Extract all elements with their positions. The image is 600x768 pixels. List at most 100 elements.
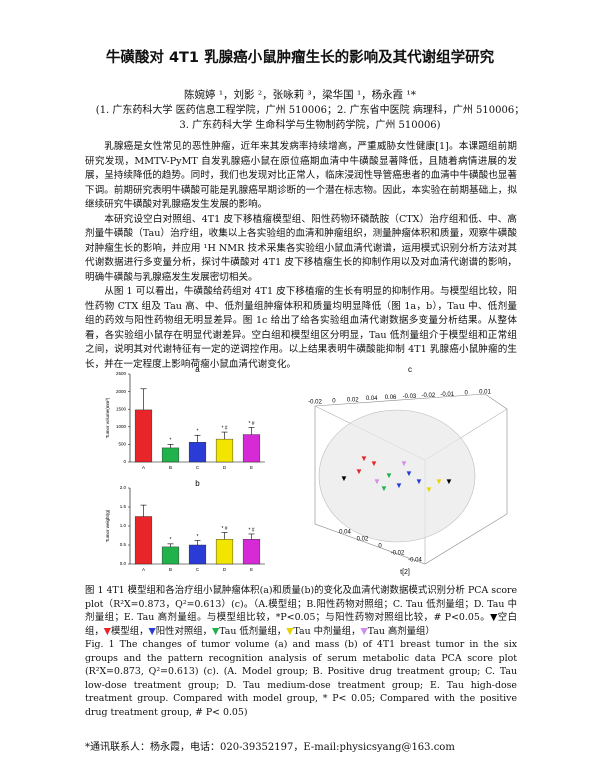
- y-tick-label: 0.5: [120, 542, 127, 547]
- y-tick-label: 1.0: [120, 523, 127, 528]
- axis-tick-label: 0.01: [479, 390, 491, 396]
- legend-symbol: ▼: [212, 625, 220, 637]
- legend-label: 阳性对照组: [155, 625, 203, 637]
- y-tick-label: 1000: [116, 424, 127, 429]
- axis-tick-label: 0.02: [357, 537, 369, 543]
- caption: 图 1 4T1 模型组和各治疗组小鼠肿瘤体积(a)和质量(b)的变化及血清代谢数…: [85, 584, 517, 719]
- axis-tick-label: 0.06: [385, 395, 397, 401]
- x-tick-label: B: [169, 567, 172, 572]
- significance-label: * #: [221, 526, 227, 532]
- paragraph: 本研究设空白对照组、4T1 皮下移植瘤模型组、阳性药物环磷酰胺（CTX）治疗组和…: [85, 213, 517, 283]
- y-tick-label: 1500: [116, 406, 127, 411]
- axis-tick-label: 0.04: [339, 530, 351, 536]
- legend: ▼空白组，▼模型组，▼阳性对照组，▼Tau 低剂量组，▼Tau 中剂量组，▼Ta…: [85, 612, 517, 637]
- legend-symbol: ▼: [286, 625, 294, 637]
- legend-label: Tau 低剂量组: [219, 625, 277, 637]
- legend-symbol: ▼: [103, 625, 111, 637]
- bar: [161, 447, 180, 463]
- bar: [134, 516, 153, 565]
- y-tick-label: 0: [123, 459, 126, 464]
- x-tick-label: C: [196, 465, 200, 470]
- title: 牛磺酸对 4T1 乳腺癌小鼠肿瘤生长的影响及其代谢组学研究: [105, 50, 495, 66]
- y-tick-label: 2500: [116, 371, 127, 376]
- significance-label: *: [170, 537, 172, 543]
- x-tick-label: E: [250, 567, 253, 572]
- svg-text:▼: ▼: [340, 474, 348, 483]
- svg-text:▼: ▼: [425, 485, 433, 494]
- caption-cn: 图 1 4T1 模型组和各治疗组小鼠肿瘤体积(a)和质量(b)的变化及血清代谢数…: [85, 584, 517, 638]
- svg-text:▼: ▼: [373, 477, 381, 486]
- caption-text: ）: [425, 625, 435, 637]
- legend-label: Tau 中剂量组: [293, 625, 352, 637]
- significance-label: *: [197, 429, 199, 435]
- significance-label: *: [170, 438, 172, 444]
- panel-label: b: [195, 479, 200, 488]
- axis-tick-label: 0: [464, 391, 468, 397]
- x-tick-label: D: [223, 465, 227, 470]
- axis-tick-label: -0.02: [391, 551, 405, 557]
- svg-text:▼: ▼: [395, 481, 403, 490]
- axis-tick-label: -0.03: [403, 394, 417, 400]
- svg-text:▼: ▼: [370, 459, 378, 468]
- x-tick-label: A: [142, 465, 145, 470]
- legend-label: 空白组: [85, 612, 517, 637]
- axis-tick-label: 0.02: [347, 397, 359, 403]
- panel-label: a: [195, 365, 200, 374]
- plot-box: [314, 393, 508, 565]
- paragraph: 从图 1 可以看出，牛磺酸给药组对 4T1 皮下移植瘤的生长有明显的抑制作用。与…: [85, 286, 517, 370]
- y-axis-label: Tumor volume(mm³): [105, 397, 110, 438]
- x-tick-label: E: [250, 465, 253, 470]
- axis-tick-label: -0.01: [440, 392, 454, 398]
- x-tick-label: A: [142, 567, 145, 572]
- x-tick-label: C: [196, 567, 200, 572]
- bar: [215, 539, 234, 565]
- body: 乳腺癌是女性常见的恶性肿瘤，近年来其发病率持续增高，严重威胁女性健康[1]。本课…: [85, 140, 517, 372]
- chart-c: ▼▼▼ ▼▼▼ ▼▼ ▼▼ ▼▼ ▼▼ c-0.02 0 0.02 0.04 0.06-…: [308, 365, 508, 576]
- bar: [188, 442, 207, 463]
- significance-label: * #: [221, 425, 227, 431]
- svg-text:▼: ▼: [435, 477, 443, 486]
- legend-label: Tau 高剂量组: [367, 625, 426, 637]
- svg-text:▼: ▼: [445, 477, 453, 486]
- chart-a: a 0 500 1000 1500 2000 2500 Tumor volume(mm³) A B…: [105, 365, 265, 470]
- svg-text:▼: ▼: [400, 459, 408, 468]
- y-tick-label: 2000: [116, 389, 127, 394]
- x-tick-label: B: [169, 465, 172, 470]
- footer: *通讯联系人：杨永霞，电话：020-39352197，E-mail:physic…: [85, 742, 455, 753]
- panel-label: c: [408, 365, 412, 374]
- chart-b: b 0.0 0.5 1.0 1.5 2.0 Tumor weight(g) A B * C * D * #…: [105, 479, 265, 572]
- confidence-ellipse: [318, 409, 476, 543]
- legend-label: 模型组: [111, 625, 140, 637]
- svg-text:▼: ▼: [405, 469, 413, 478]
- authors: 陈婉婷 ¹，刘影 ²，张咏莉 ³，梁华国 ¹，杨永霞 ¹*: [184, 89, 416, 101]
- axis-label: t[2]: [400, 569, 410, 576]
- svg-text:▼: ▼: [415, 477, 423, 486]
- caption-en: Fig. 1 The changes of tumor volume (a) a…: [85, 639, 517, 718]
- svg-text:▼: ▼: [380, 484, 388, 493]
- y-tick-label: 2.0: [120, 485, 127, 490]
- bar: [215, 438, 234, 463]
- axis-tick-label: 0.04: [366, 396, 378, 402]
- significance-label: * #: [248, 421, 254, 427]
- score-points: ▼▼▼ ▼▼▼ ▼▼ ▼▼ ▼▼ ▼▼: [340, 454, 453, 494]
- svg-text:▼: ▼: [385, 471, 393, 480]
- y-axis-label: Tumor weight(g): [105, 509, 110, 542]
- x-tick-label: D: [223, 567, 227, 572]
- y-tick-label: 0.0: [120, 561, 127, 566]
- significance-label: * #: [248, 527, 254, 533]
- y-tick-label: 500: [118, 442, 126, 447]
- bar: [161, 546, 180, 565]
- legend-symbol: ▼: [360, 625, 368, 637]
- svg-text:▼: ▼: [355, 467, 363, 476]
- bar: [242, 434, 261, 463]
- axis-tick-label: 0: [378, 544, 382, 550]
- legend-symbol: ▼: [490, 612, 498, 623]
- svg-text:▼: ▼: [360, 454, 368, 463]
- affiliation: (1. 广东药科大学 医药信息工程学院，广州 510006；2. 广东省中医院 …: [95, 105, 525, 131]
- bar: [188, 544, 207, 565]
- y-tick-label: 1.5: [120, 504, 127, 509]
- axis-tick-label: -0.02: [308, 400, 322, 406]
- axis-tick-label: 0: [332, 398, 336, 404]
- axis-tick-label: -0.02: [421, 393, 435, 399]
